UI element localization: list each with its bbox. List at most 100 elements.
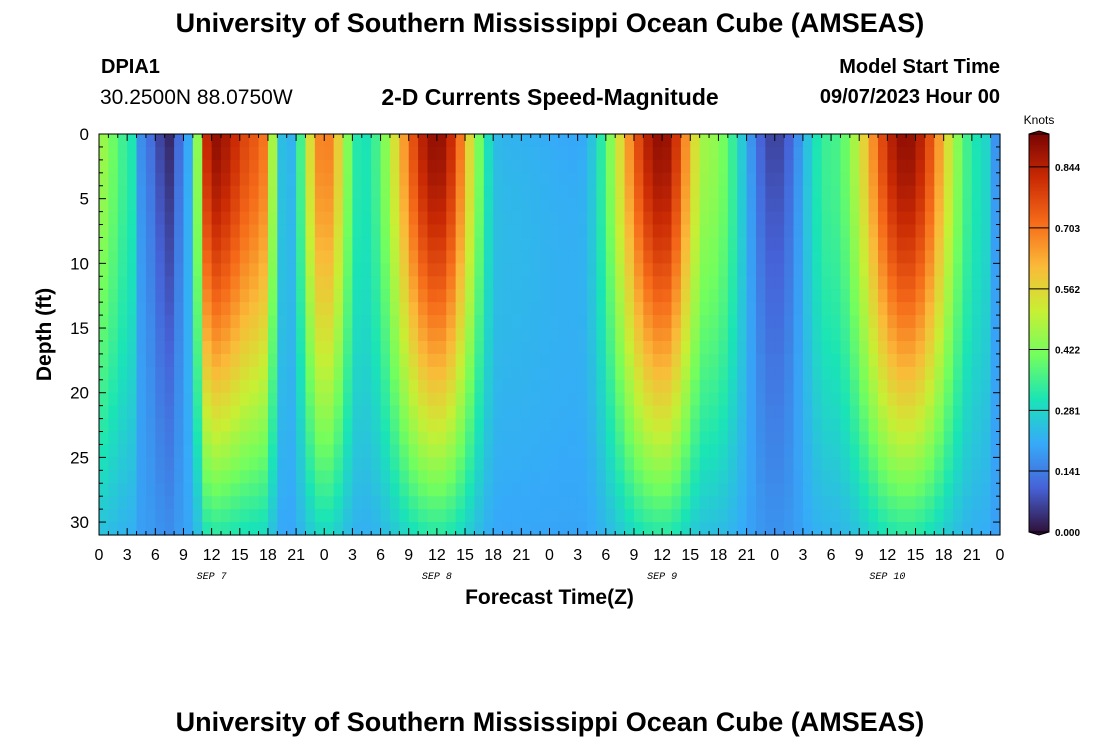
heatmap-cell xyxy=(671,134,682,148)
heatmap-cell xyxy=(831,379,842,394)
heatmap-cell xyxy=(718,276,729,290)
heatmap-cell xyxy=(352,224,363,239)
heatmap-cell xyxy=(399,496,410,510)
heatmap-cell xyxy=(117,418,128,433)
heatmap-cell xyxy=(680,444,691,458)
heatmap-cell xyxy=(145,328,156,342)
heatmap-cell xyxy=(174,366,185,381)
heatmap-cell xyxy=(540,353,551,368)
heatmap-cell xyxy=(164,470,175,484)
heatmap-cell xyxy=(774,340,785,355)
heatmap-cell xyxy=(755,522,766,536)
heatmap-cell xyxy=(831,392,842,407)
heatmap-cell xyxy=(924,185,935,200)
heatmap-cell xyxy=(671,172,682,187)
heatmap-cell xyxy=(267,263,278,277)
heatmap-cell xyxy=(643,289,654,303)
heatmap-cell xyxy=(577,159,588,174)
heatmap-cell xyxy=(380,470,391,484)
heatmap-cell xyxy=(624,276,635,290)
heatmap-cell xyxy=(643,315,654,329)
heatmap-cell xyxy=(962,250,973,264)
heatmap-cell xyxy=(896,315,907,329)
heatmap-cell xyxy=(239,302,250,316)
heatmap-cell xyxy=(896,134,907,148)
heatmap-cell xyxy=(530,496,541,510)
heatmap-cell xyxy=(821,392,832,407)
heatmap-cell xyxy=(192,289,203,303)
heatmap-cell xyxy=(802,509,813,523)
heatmap-cell xyxy=(296,483,307,497)
heatmap-cell xyxy=(211,431,222,446)
heatmap-cell xyxy=(474,328,485,342)
heatmap-cell xyxy=(765,418,776,433)
heatmap-cell xyxy=(831,237,842,252)
heatmap-cell xyxy=(192,470,203,484)
heatmap-cell xyxy=(258,379,269,394)
heatmap-cell xyxy=(352,470,363,484)
heatmap-cell xyxy=(887,211,898,226)
heatmap-cell xyxy=(877,470,888,484)
heatmap-cell xyxy=(680,418,691,433)
heatmap-cell xyxy=(427,353,438,368)
heatmap-cell xyxy=(831,444,842,458)
heatmap-cell xyxy=(164,509,175,523)
heatmap-cell xyxy=(981,276,992,290)
heatmap-cell xyxy=(164,172,175,187)
heatmap-cell xyxy=(258,483,269,497)
heatmap-cell xyxy=(896,289,907,303)
heatmap-cell xyxy=(877,198,888,213)
heatmap-cell xyxy=(164,444,175,458)
heatmap-cell xyxy=(577,302,588,316)
heatmap-cell xyxy=(971,340,982,355)
heatmap-cell xyxy=(680,172,691,187)
heatmap-cell xyxy=(568,263,579,277)
heatmap-cell xyxy=(352,276,363,290)
heatmap-cell xyxy=(474,159,485,174)
heatmap-cell xyxy=(521,276,532,290)
heatmap-cell xyxy=(877,172,888,187)
heatmap-cell xyxy=(633,405,644,420)
heatmap-cell xyxy=(765,340,776,355)
heatmap-cell xyxy=(117,134,128,148)
heatmap-cell xyxy=(333,159,344,174)
heatmap-cell xyxy=(483,211,494,226)
heatmap-cell xyxy=(784,134,795,148)
heatmap-cell xyxy=(183,134,194,148)
heatmap-cell xyxy=(831,470,842,484)
heatmap-cell xyxy=(859,159,870,174)
heatmap-cell xyxy=(924,289,935,303)
heatmap-cell xyxy=(183,509,194,523)
heatmap-cell xyxy=(465,315,476,329)
heatmap-cell xyxy=(296,353,307,368)
heatmap-cell xyxy=(389,237,400,252)
heatmap-cell xyxy=(784,146,795,161)
heatmap-cell xyxy=(436,405,447,420)
heatmap-cell xyxy=(671,457,682,471)
heatmap-cell xyxy=(840,302,851,316)
heatmap-cell xyxy=(352,431,363,446)
heatmap-cell xyxy=(145,522,156,536)
heatmap-cell xyxy=(558,431,569,446)
heatmap-cell xyxy=(530,353,541,368)
heatmap-cell xyxy=(145,431,156,446)
heatmap-cell xyxy=(277,237,288,252)
heatmap-cell xyxy=(427,431,438,446)
heatmap-cell xyxy=(333,483,344,497)
heatmap-cell xyxy=(108,496,119,510)
heatmap-cell xyxy=(906,470,917,484)
heatmap-cell xyxy=(802,185,813,200)
heatmap-cell xyxy=(877,134,888,148)
heatmap-cell xyxy=(915,405,926,420)
heatmap-cell xyxy=(605,496,616,510)
heatmap-cell xyxy=(192,185,203,200)
heatmap-cell xyxy=(174,302,185,316)
heatmap-cell xyxy=(267,276,278,290)
heatmap-cell xyxy=(502,418,513,433)
heatmap-cell xyxy=(258,315,269,329)
heatmap-cell xyxy=(267,328,278,342)
heatmap-cell xyxy=(343,470,354,484)
heatmap-cell xyxy=(183,431,194,446)
heatmap-cell xyxy=(436,315,447,329)
y-tick-label: 0 xyxy=(80,125,89,144)
